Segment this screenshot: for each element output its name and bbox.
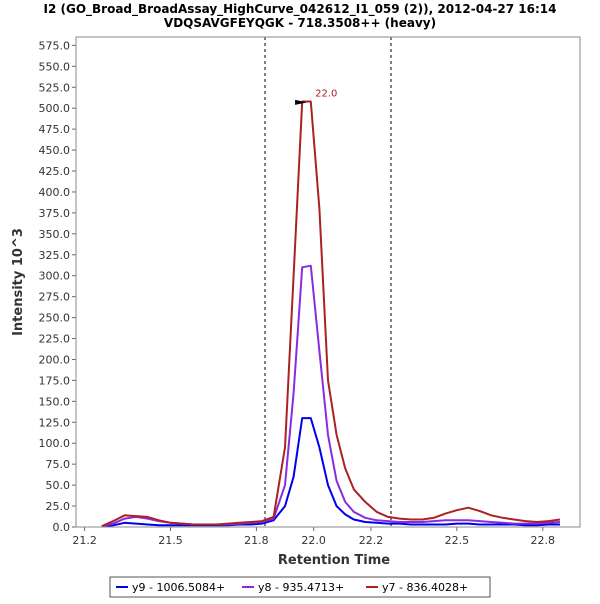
y-tick-label: 0.0 (53, 521, 71, 534)
y-tick-label: 425.0 (39, 165, 71, 178)
y-tick-label: 575.0 (39, 39, 71, 52)
axes: 0.0 25.0 50.0 75.0 100.0 125.0 150.0 175.0 200.0… (39, 39, 556, 547)
y-tick-label: 275.0 (39, 291, 71, 304)
x-tick-label: 22.8 (531, 534, 556, 547)
y-tick-label: 500.0 (39, 102, 71, 115)
y-tick-label: 475.0 (39, 123, 71, 136)
peak-annotation: 22.0 (295, 88, 337, 105)
series-lines (101, 100, 561, 528)
legend-entry: y8 - 935.4713+ (258, 581, 344, 594)
y-tick-label: 175.0 (39, 374, 71, 387)
y-tick-label: 200.0 (39, 353, 71, 366)
x-tick-label: 21.2 (72, 534, 97, 547)
y-tick-label: 50.0 (46, 479, 71, 492)
x-tick-label: 21.8 (244, 534, 269, 547)
peak-label: 22.0 (315, 88, 337, 99)
y-tick-label: 350.0 (39, 228, 71, 241)
y-tick-label: 150.0 (39, 395, 71, 408)
legend-box (109, 576, 491, 598)
chart-subtitle: VDQSAVGFEYQGK - 718.3508++ (heavy) (164, 16, 436, 30)
peak-marker-icon (295, 99, 308, 105)
y-tick-label: 450.0 (39, 144, 71, 157)
y-tick-label: 400.0 (39, 186, 71, 199)
x-tick-label: 22.2 (359, 534, 384, 547)
y-tick-label: 325.0 (39, 249, 71, 262)
y-tick-label: 75.0 (46, 458, 71, 471)
y-tick-label: 25.0 (46, 500, 71, 513)
series-line-1 (101, 417, 560, 528)
x-axis-label: Retention Time (278, 553, 390, 568)
y-tick-label: 300.0 (39, 270, 71, 283)
plot-frame (75, 36, 581, 528)
x-tick-label: 22.0 (301, 534, 326, 547)
x-tick-label: 22.5 (445, 534, 470, 547)
legend-entry: y9 - 1006.5084+ (132, 581, 225, 594)
y-tick-label: 125.0 (39, 416, 71, 429)
y-tick-label: 100.0 (39, 437, 71, 450)
y-tick-label: 525.0 (39, 81, 71, 94)
y-tick-label: 225.0 (39, 333, 71, 346)
chart-title: I2 (GO_Broad_BroadAssay_HighCurve_042612… (44, 2, 557, 17)
legend: y9 - 1006.5084+ y8 - 935.4713+ y7 - 836.40… (109, 576, 491, 598)
legend-entry: y7 - 836.4028+ (382, 581, 468, 594)
y-tick-label: 250.0 (39, 312, 71, 325)
y-tick-label: 550.0 (39, 60, 71, 73)
integration-boundaries (264, 37, 392, 527)
x-tick-label: 21.5 (158, 534, 183, 547)
y-axis-label: Intensity 10^3 (11, 228, 26, 336)
y-tick-label: 375.0 (39, 207, 71, 220)
series-line-3 (101, 100, 561, 528)
